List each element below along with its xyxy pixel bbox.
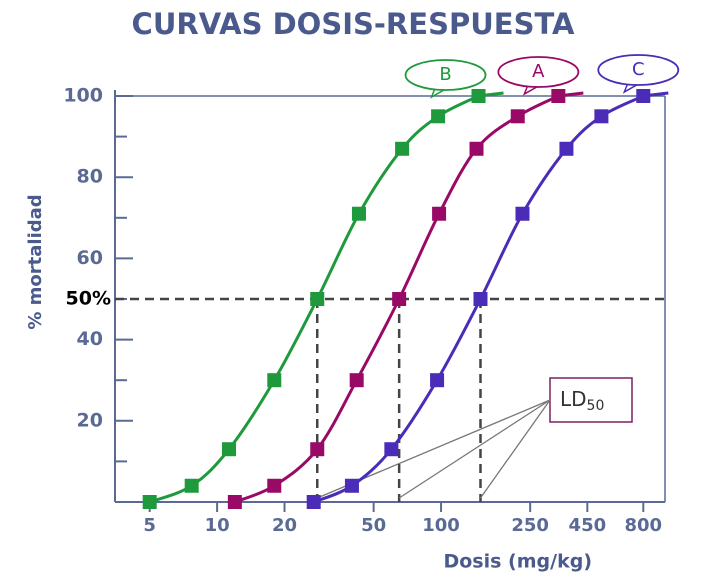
legend-label: C — [632, 59, 645, 80]
annotation-text: LD — [560, 387, 587, 411]
x-tick-label: 450 — [569, 515, 607, 536]
y-tick-label: 20 — [77, 409, 103, 431]
x-tick-label: 800 — [625, 515, 663, 536]
data-point — [310, 292, 325, 306]
x-tick-label: 5 — [143, 515, 156, 536]
y-tick-label: 100 — [63, 85, 103, 107]
annotation-subscript: 50 — [587, 398, 605, 414]
x-tick-label: 100 — [422, 515, 460, 536]
data-point — [310, 442, 325, 457]
data-point — [344, 478, 359, 493]
series-line — [149, 91, 504, 504]
legend-label: A — [532, 61, 545, 82]
legend-bubble — [497, 56, 580, 88]
data-point — [510, 109, 525, 124]
data-point — [559, 141, 574, 156]
data-point — [142, 495, 157, 509]
chart-title: CURVAS DOSIS-RESPUESTA — [132, 7, 575, 41]
legend-bubble — [597, 54, 680, 86]
data-point — [227, 495, 242, 509]
data-point — [431, 109, 446, 124]
data-point — [430, 373, 445, 388]
annotation: LD50 — [560, 387, 604, 415]
legend-bubble — [404, 59, 487, 91]
y-tick-label: 60 — [77, 247, 103, 269]
data-point — [351, 206, 366, 221]
y-tick-label: 80 — [77, 166, 103, 188]
data-point — [594, 109, 609, 124]
annotation-pointer — [479, 399, 551, 499]
y-axis-label: % mortalidad — [25, 194, 46, 329]
data-point — [184, 478, 199, 493]
data-point — [267, 373, 282, 388]
series-line — [313, 91, 669, 504]
annotation-pointer — [398, 399, 551, 499]
data-point — [515, 206, 530, 221]
x-tick-label: 250 — [511, 515, 549, 536]
data-point — [395, 141, 410, 156]
x-tick-label: 20 — [272, 515, 297, 536]
data-point — [432, 206, 447, 221]
reference-label: 50% — [66, 288, 111, 310]
data-point — [636, 89, 651, 103]
data-point — [473, 292, 488, 306]
x-tick-label: 50 — [361, 515, 386, 536]
data-point — [384, 442, 399, 457]
data-point — [551, 89, 566, 103]
x-tick-label: 10 — [205, 515, 230, 536]
data-point — [306, 495, 321, 509]
x-axis-label: Dosis (mg/kg) — [443, 551, 592, 573]
data-point — [349, 373, 364, 388]
data-point — [392, 292, 407, 306]
y-tick-label: 40 — [77, 328, 103, 350]
data-point — [469, 141, 484, 156]
legend-label: B — [439, 64, 451, 85]
data-point — [471, 89, 486, 103]
data-point — [221, 442, 236, 457]
data-point — [267, 478, 282, 493]
